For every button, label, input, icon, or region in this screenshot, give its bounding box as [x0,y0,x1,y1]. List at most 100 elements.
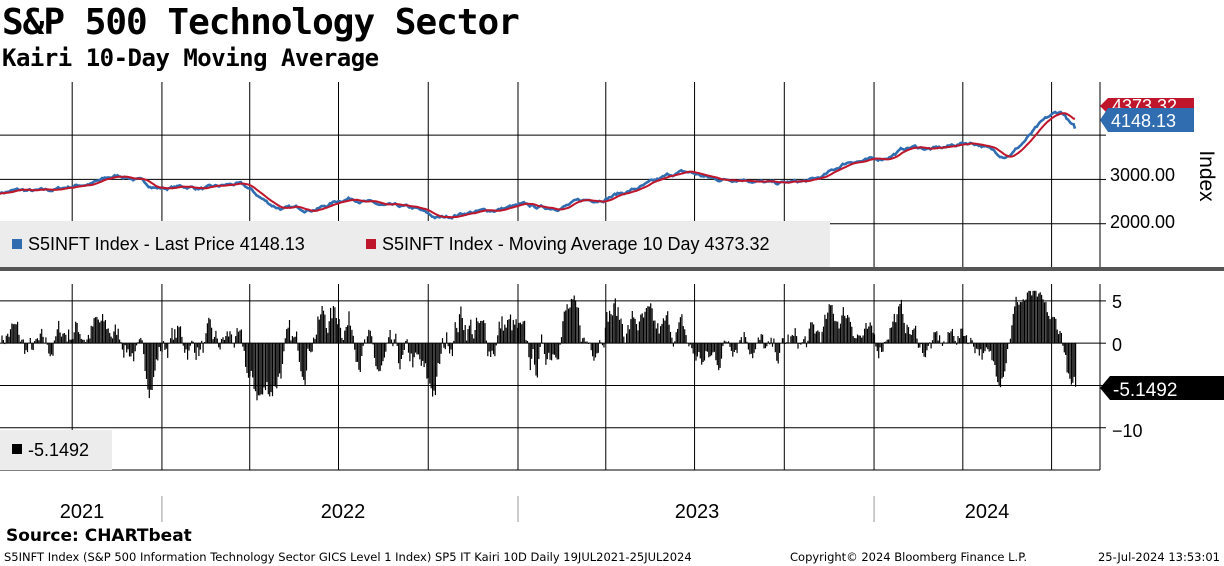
kairi-bar [498,321,500,344]
kairi-bar [488,343,490,352]
kairi-bar [957,336,959,344]
kairi-bar [563,311,565,344]
kairi-bar [502,330,504,344]
kairi-bar [389,330,391,344]
kairi-bar [599,340,601,344]
kairi-bar [688,343,690,347]
kairi-bar [967,343,969,345]
kairi-bar [467,329,469,344]
kairi-bar [143,343,145,355]
kairi-bar [566,304,568,344]
kairi-bar [281,343,284,365]
kairi-bar [879,343,881,348]
price-panel [0,110,1077,220]
kairi-bar [1049,319,1051,344]
kairi-bar [662,318,664,344]
kairi-bar [702,343,704,362]
kairi-bar [978,343,980,356]
kairi-bar [378,343,380,372]
kairi-bar [862,335,864,344]
kairi-bar [150,343,152,390]
kairi-bar [361,343,363,356]
kairi-bar [933,332,935,344]
kairi-bar [1062,343,1064,346]
kairi-bar [46,343,48,345]
kairi-bar [970,337,972,344]
kairi-panel [1,290,1077,401]
kairi-bar [831,305,833,344]
kairi-bar [274,343,276,387]
kairi-bar [773,338,775,344]
kairi-bar [284,338,286,344]
kairi-bar [838,328,840,344]
kairi-bar [998,343,1000,386]
kairi-bar [447,343,449,347]
kairi-bar [941,343,944,346]
kairi-bar [767,341,769,344]
kairi-bar [247,343,250,378]
kairi-bar [1046,312,1048,344]
ytick-bottom-minus10: −10 [1112,421,1143,441]
kairi-bar [827,312,829,344]
kairi-bar [477,321,479,344]
kairi-bar [722,343,724,347]
kairi-bar [876,343,878,352]
kairi-bar [168,343,170,344]
kairi-bar [369,330,371,344]
kairi-bar [895,322,897,344]
kairi-bar [1053,317,1055,344]
kairi-bar [587,343,589,344]
kairi-bar [185,343,187,350]
kairi-bar [311,343,313,352]
kairi-bar [1032,290,1034,344]
kairi-bar [815,331,817,344]
kairi-bar [630,319,632,344]
kairi-bar [701,343,703,365]
kairi-bar [52,343,54,356]
kairi-bar [2,340,4,344]
kairi-bar [463,330,465,344]
chart-title: S&P 500 Technology Sector [2,2,520,43]
kairi-bar [672,343,674,347]
kairi-bar [509,314,512,344]
kairi-bar [362,343,364,346]
kairi-bar [236,328,238,344]
kairi-bar [407,343,410,353]
kairi-bar [269,343,271,397]
kairi-bar [194,343,196,353]
kairi-bar [436,343,438,377]
kairi-bar [337,324,339,344]
kairi-bar [807,340,809,344]
kairi-bar [579,325,581,344]
kairi-bar [603,343,605,348]
kairi-bar [861,337,863,344]
kairi-bar [735,343,737,350]
kairi-bar [437,343,439,363]
kairi-bar [317,316,319,344]
kairi-bar [728,341,730,344]
kairi-bar [797,343,799,349]
kairi-bar [651,308,653,344]
kairi-bar [429,343,431,384]
kairi-bar [148,343,150,399]
kairi-bar [521,324,523,344]
panel-separator [0,267,1224,271]
kairi-bar [170,338,172,344]
kairi-bar [134,343,136,352]
kairi-bar [474,330,476,344]
kairi-bar [575,300,577,344]
kairi-bar [858,335,860,344]
kairi-bar [15,324,17,344]
kairi-bar [845,318,847,344]
kairi-bar [832,313,834,344]
kairi-bar [31,343,33,350]
kairi-bar [889,328,891,344]
kairi-bar [798,343,800,344]
kairi-bar [68,329,70,344]
kairi-bar [213,336,216,344]
kairi-bar [963,336,965,344]
kairi-bar [206,323,208,344]
kairi-bar [423,343,425,368]
kairi-bar [137,342,139,344]
price-line [0,110,1077,220]
